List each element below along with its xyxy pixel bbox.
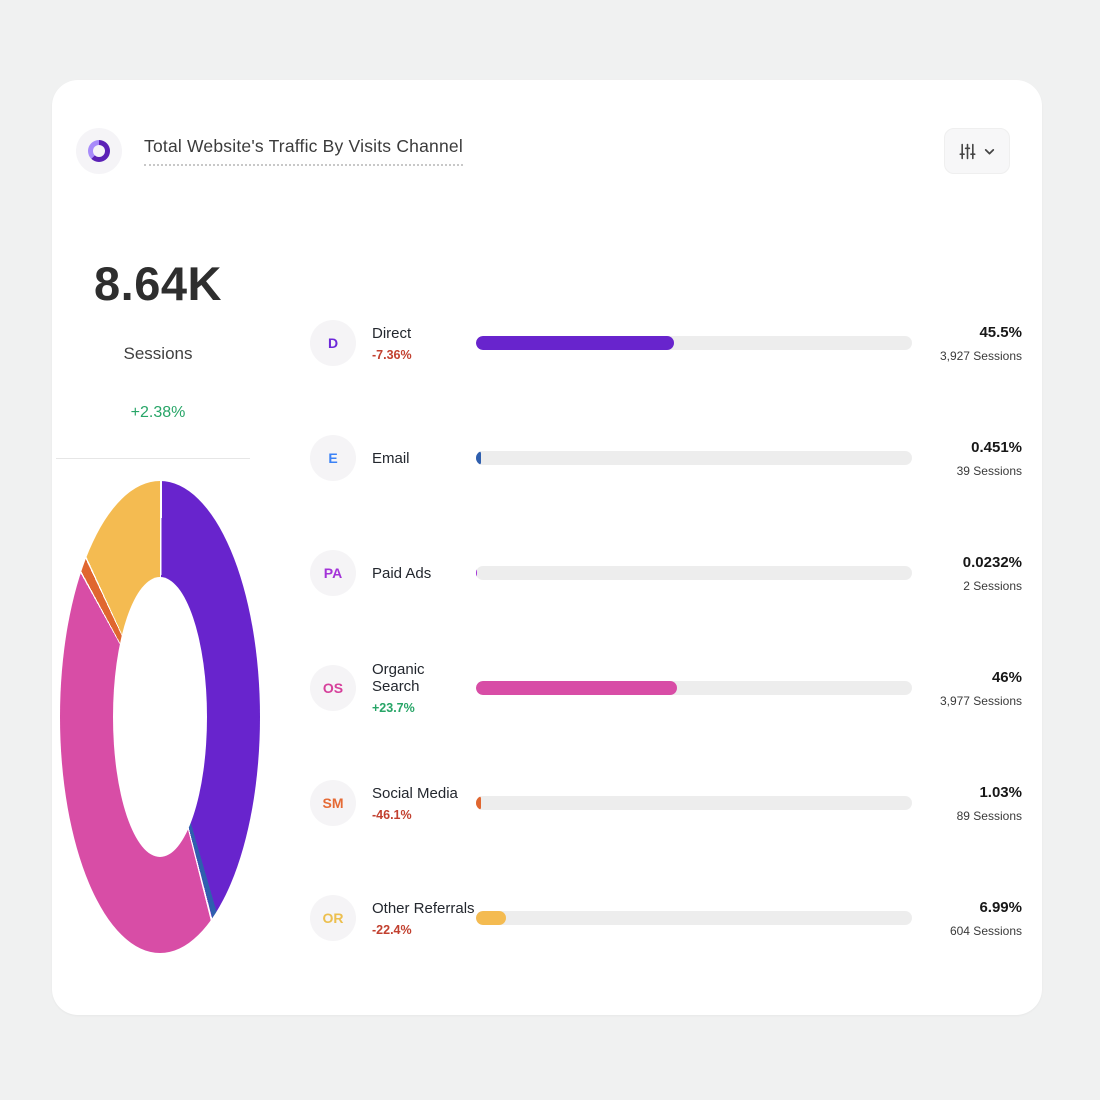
traffic-donut-chart <box>60 481 260 953</box>
channel-badge-initials: OR <box>322 910 344 926</box>
filter-options-button[interactable] <box>944 128 1010 174</box>
channel-badge-initials: PA <box>323 565 343 581</box>
channel-row: PA Paid Ads 0.0232% 2 Sessions <box>310 541 1022 605</box>
channel-row: SM Social Media -46.1% 1.03% 89 Sessions <box>310 771 1022 835</box>
channel-label: Email <box>372 449 410 467</box>
channel-badge: E <box>310 435 356 481</box>
channel-label: Organic Search <box>372 661 425 695</box>
total-sessions-value: 8.64K <box>94 257 222 310</box>
channel-row: OR Other Referrals -22.4% 6.99% 604 Sess… <box>310 886 1022 950</box>
channel-progress-fill <box>476 911 507 925</box>
channel-share-percent: 0.451% <box>971 438 1022 456</box>
channel-label: Direct <box>372 324 412 342</box>
channel-progress-track <box>476 796 912 810</box>
total-change-percent: +2.38% <box>130 404 186 421</box>
channel-sessions-count: 3,927 Sessions <box>939 348 1022 363</box>
channel-progress-track <box>476 681 912 695</box>
channel-progress-track <box>476 911 912 925</box>
total-sessions-label: Sessions <box>123 344 193 363</box>
channel-badge-initials: D <box>327 335 339 351</box>
channel-progress-track <box>476 451 912 465</box>
summary-column: 8.64K Sessions +2.38% <box>52 174 264 1001</box>
channel-change-percent: -46.1% <box>372 807 412 822</box>
channel-share-percent: 45.5% <box>979 323 1022 341</box>
channel-label: Social Media <box>372 784 458 802</box>
widget-title: Total Website's Traffic By Visits Channe… <box>144 136 463 166</box>
channel-badge: D <box>310 320 356 366</box>
channel-row: OS Organic Search +23.7% 46% 3,977 Sessi… <box>310 656 1022 720</box>
channel-sessions-count: 604 Sessions <box>949 923 1022 938</box>
channel-progress-fill <box>476 681 677 695</box>
channel-label: Paid Ads <box>372 564 432 582</box>
widget-header: Total Website's Traffic By Visits Channe… <box>52 80 1042 174</box>
channel-share-percent: 6.99% <box>979 898 1022 916</box>
donut-hole <box>113 577 207 857</box>
channel-badge: OS <box>310 665 356 711</box>
channel-change-percent: +23.7% <box>372 701 415 715</box>
channel-row: D Direct -7.36% 45.5% 3,927 Sessions <box>310 311 1022 375</box>
pie-chart-icon <box>76 128 122 174</box>
channel-list: D Direct -7.36% 45.5% 3,927 Sessions E E… <box>264 174 1042 1001</box>
channel-sessions-count: 39 Sessions <box>956 463 1022 478</box>
channel-share-percent: 0.0232% <box>962 553 1022 571</box>
channel-change-percent: -7.36% <box>372 347 412 362</box>
channel-label: Other Referrals <box>372 899 475 917</box>
traffic-widget-card: Total Website's Traffic By Visits Channe… <box>52 80 1042 1015</box>
channel-share-percent: 46% <box>991 668 1022 686</box>
channel-change-percent: -22.4% <box>372 922 412 937</box>
pie-chart-icon-glyph <box>88 140 110 162</box>
channel-progress-fill <box>476 796 481 810</box>
channel-progress-fill <box>476 336 675 350</box>
channel-progress-track <box>476 566 912 580</box>
channel-progress-fill <box>476 451 481 465</box>
channel-badge-initials: OS <box>322 680 344 696</box>
channel-sessions-count: 3,977 Sessions <box>939 693 1022 708</box>
chevron-down-icon <box>984 148 994 155</box>
channel-progress-track <box>476 336 912 350</box>
channel-badge: PA <box>310 550 356 596</box>
channel-badge-initials: SM <box>322 795 344 811</box>
channel-row: E Email 0.451% 39 Sessions <box>310 426 1022 490</box>
channel-badge: OR <box>310 895 356 941</box>
channel-badge: SM <box>310 780 356 826</box>
channel-sessions-count: 89 Sessions <box>956 808 1022 823</box>
channel-sessions-count: 2 Sessions <box>963 578 1022 593</box>
channel-share-percent: 1.03% <box>979 783 1022 801</box>
summary-divider <box>56 458 250 459</box>
channel-badge-initials: E <box>328 450 338 466</box>
sliders-icon <box>958 143 976 159</box>
